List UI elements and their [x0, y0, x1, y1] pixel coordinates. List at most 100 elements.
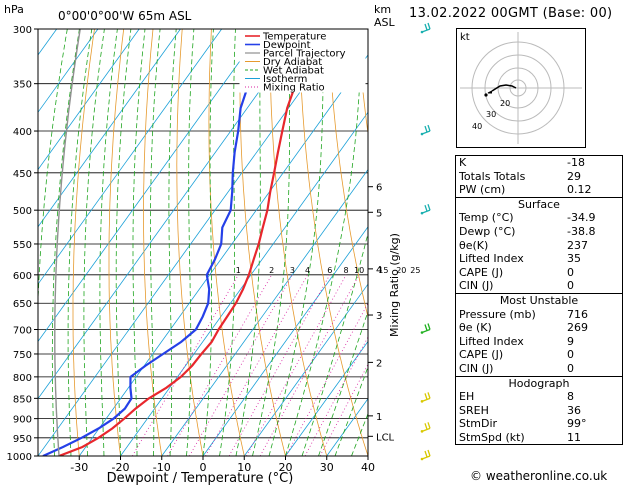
unstable-row: Pressure (mb) 716 — [456, 308, 622, 322]
wet-adiabat — [186, 29, 195, 456]
hodograph-section: EH 8 SREH 36 StmDir 99° StmSpd (kt) 11 — [456, 390, 622, 444]
surface-value: 0 — [567, 279, 574, 293]
mixing-ratio-labels: 1 2 3 4 6 8 10 15 20 25 — [236, 266, 421, 275]
wind-barb-flag — [427, 203, 431, 211]
index-row-totals: Totals Totals 29 — [456, 170, 622, 184]
dry-adiabat — [72, 29, 95, 456]
unstable-row: θe (K) 269 — [456, 321, 622, 335]
wet-adiabat — [235, 29, 261, 456]
axes: 3003504004505005506006507007508008509009… — [7, 25, 395, 474]
isotherm — [38, 29, 99, 113]
wind-barbs — [420, 22, 431, 461]
km-tick-label: 4 — [376, 265, 382, 276]
km-unit-label: km — [374, 3, 391, 16]
surface-value: 237 — [567, 238, 588, 252]
isotherm — [38, 29, 305, 400]
temperature-tick-label: -30 — [70, 461, 88, 474]
wet-adiabat — [83, 29, 105, 456]
index-value: 0.12 — [567, 183, 592, 197]
mixing-ratio-line — [131, 274, 239, 456]
temperature-tick-label: 10 — [237, 461, 251, 474]
temperature-tick-label: 20 — [279, 461, 293, 474]
index-row-k: K -18 — [456, 156, 622, 170]
location-label: 0°00'0°00'W 65m ASL — [58, 9, 192, 23]
dry-adiabat — [239, 29, 286, 456]
wind-barb-flag — [424, 125, 428, 133]
wet-adiabat — [67, 29, 93, 456]
index-label: K — [459, 156, 467, 169]
surface-label: θe(K) — [459, 238, 489, 252]
wind-barb-dot — [420, 132, 424, 136]
wind-barb-staff — [421, 28, 431, 33]
wind-barb-flag — [427, 22, 431, 30]
index-value: 29 — [567, 169, 581, 183]
surface-label: CIN (J) — [459, 279, 494, 293]
surface-row: θe(K) 237 — [456, 239, 622, 253]
mixing-ratio-label: 20 — [396, 266, 406, 275]
wet-adiabat — [168, 29, 177, 456]
mixing-ratio-line — [228, 274, 331, 456]
wet-adiabat — [268, 29, 324, 456]
wet-adiabat — [150, 29, 161, 456]
wind-barb-flag — [424, 23, 428, 31]
surface-value: 35 — [567, 252, 581, 266]
km-tick-label: LCL — [376, 432, 395, 443]
mixing-ratio-label: 3 — [290, 266, 295, 275]
km-tick-label: 6 — [376, 183, 382, 194]
isotherm — [38, 29, 346, 456]
km-tick-label: 5 — [376, 208, 382, 219]
wind-barb-staff — [421, 130, 431, 135]
hodograph: kt 20 30 40 — [456, 28, 586, 148]
isotherm — [285, 340, 368, 456]
temperature-tick-label: 40 — [361, 461, 375, 474]
mixing-ratio-axis-title: Mixing Ratio (g/kg) — [388, 233, 401, 337]
mixing-ratio-label: 4 — [305, 266, 310, 275]
pressure-tick-label: 700 — [13, 326, 32, 337]
surface-value: -34.9 — [567, 211, 596, 225]
km-tick-label: 3 — [376, 311, 382, 322]
pressure-tick-label: 950 — [13, 434, 32, 445]
mixing-ratio-label: 1 — [236, 266, 241, 275]
wind-barb-flag — [427, 323, 431, 330]
wind-barb-staff — [421, 427, 431, 432]
unstable-label: Pressure (mb) — [459, 307, 536, 321]
forecast-datetime: 13.02.2022 00GMT (Base: 00) — [409, 6, 613, 21]
hodograph-label: SREH — [459, 403, 489, 417]
pressure-unit-label: hPa — [4, 3, 24, 16]
unstable-row: CAPE (J) 0 — [456, 348, 622, 362]
hodograph-trace — [491, 84, 517, 92]
index-label: PW (cm) — [459, 183, 506, 197]
legend-label: Temperature — [262, 32, 326, 43]
wet-adiabat — [252, 29, 291, 456]
section-title-hodograph: Hodograph — [456, 375, 622, 391]
pressure-tick-label: 850 — [13, 394, 32, 405]
unstable-value: 0 — [567, 361, 574, 375]
temperature-tick-label: 0 — [200, 461, 207, 474]
legend-label: Isotherm — [263, 74, 307, 85]
surface-label: Lifted Index — [459, 252, 524, 266]
unstable-value: 0 — [567, 348, 574, 362]
basic-indices: K -18 Totals Totals 29 PW (cm) 0.12 — [456, 156, 622, 197]
pressure-tick-label: 350 — [13, 80, 32, 91]
dry-adiabat — [357, 29, 368, 137]
unstable-value: 269 — [567, 321, 588, 335]
mixing-ratio-label: 8 — [344, 266, 349, 275]
hodograph-row: StmDir 99° — [456, 417, 622, 431]
surface-row: Temp (°C) -34.9 — [456, 211, 622, 225]
x-axis-title: Dewpoint / Temperature (°C) — [107, 471, 294, 486]
wind-barb-dot — [420, 457, 424, 461]
wind-barb-flag — [424, 423, 428, 430]
pressure-tick-label: 800 — [13, 373, 32, 384]
surface-label: CAPE (J) — [459, 265, 504, 279]
wind-barb-staff — [421, 455, 431, 460]
hodograph-label: StmDir — [459, 417, 498, 431]
surface-row: CAPE (J) 0 — [456, 266, 622, 280]
hodograph-unit: kt — [460, 32, 470, 43]
unstable-label: Lifted Index — [459, 334, 524, 348]
dry-adiabat — [328, 29, 368, 319]
hodograph-value: 99° — [567, 417, 587, 431]
wind-barb-flag — [427, 124, 431, 132]
hodograph-ring-label: 20 — [500, 99, 510, 108]
hodograph-ring-label: 30 — [486, 110, 496, 119]
profiles — [42, 29, 310, 456]
